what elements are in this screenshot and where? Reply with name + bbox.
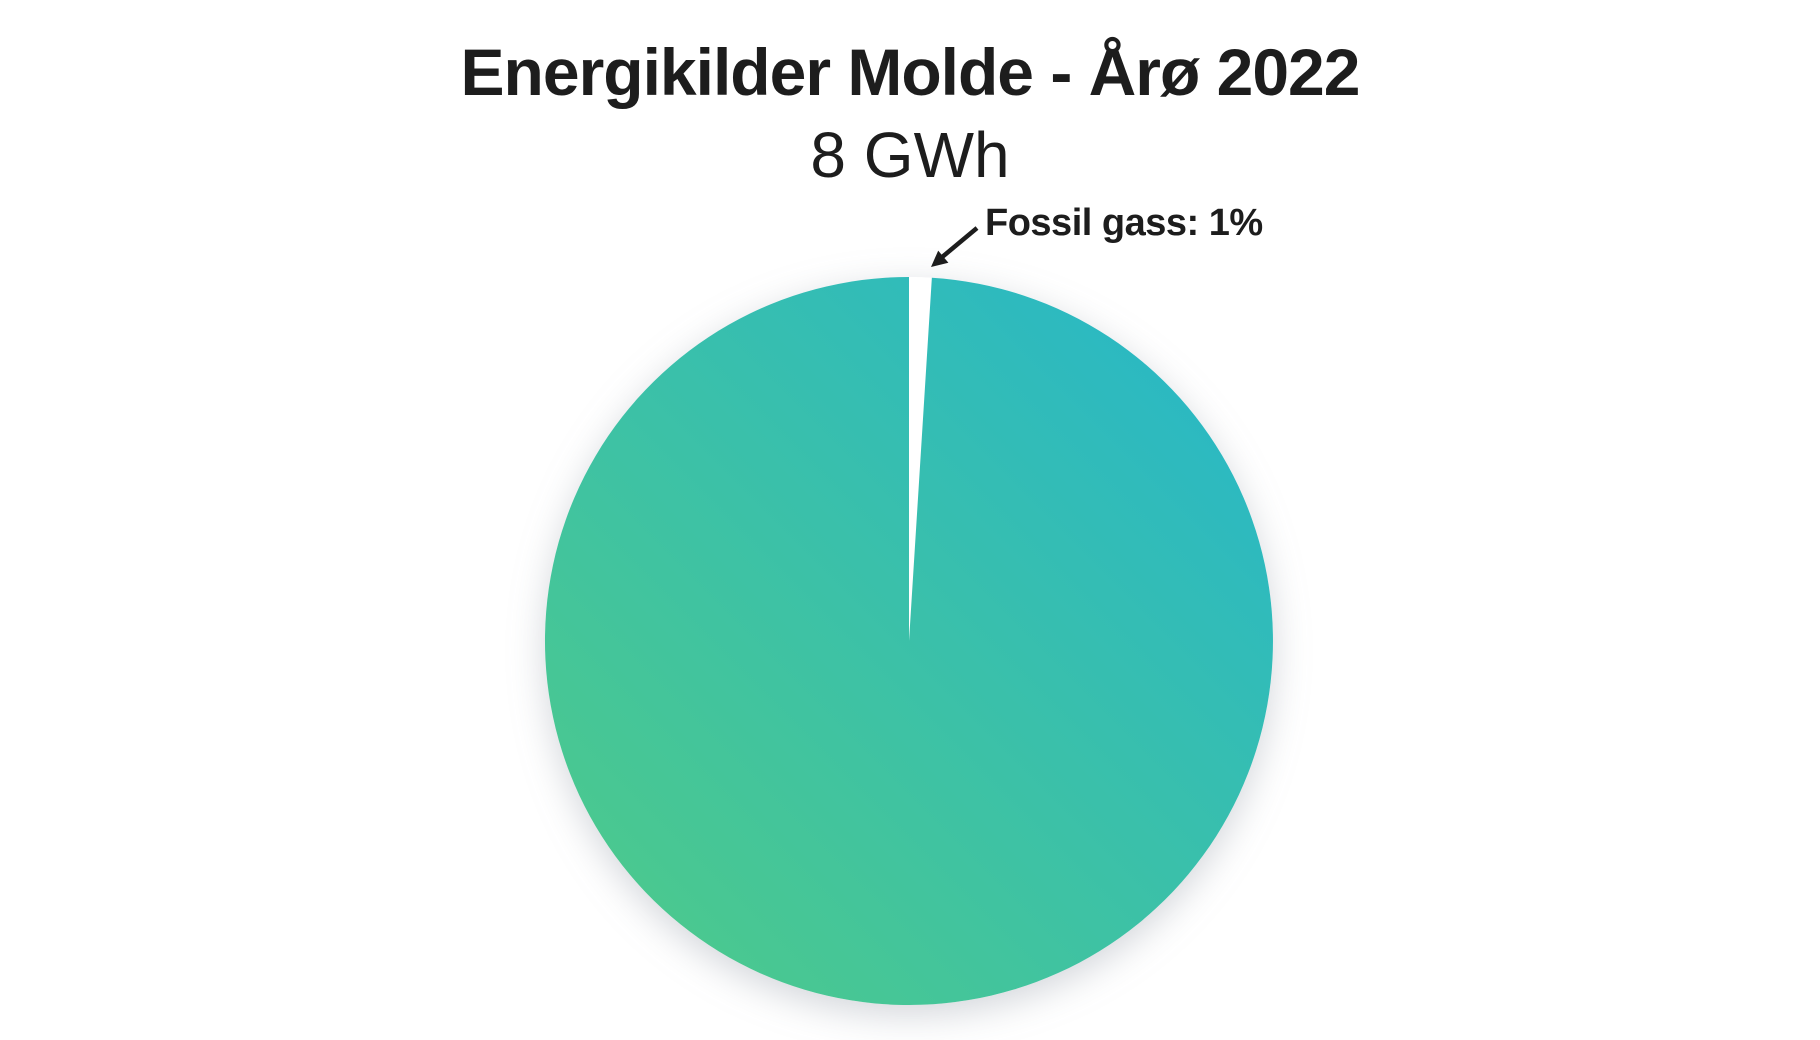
chart-title: Energikilder Molde - Årø 2022 [460,35,1361,109]
pie-slice-main [544,276,1273,1006]
annotation-fossil-gass-label: Fossil gass: 1% [985,202,1263,244]
pie-slice-fossil-gass [909,277,932,641]
chart-subtitle: 8 GWh [810,119,1010,191]
annotation-arrow-icon [931,226,979,267]
